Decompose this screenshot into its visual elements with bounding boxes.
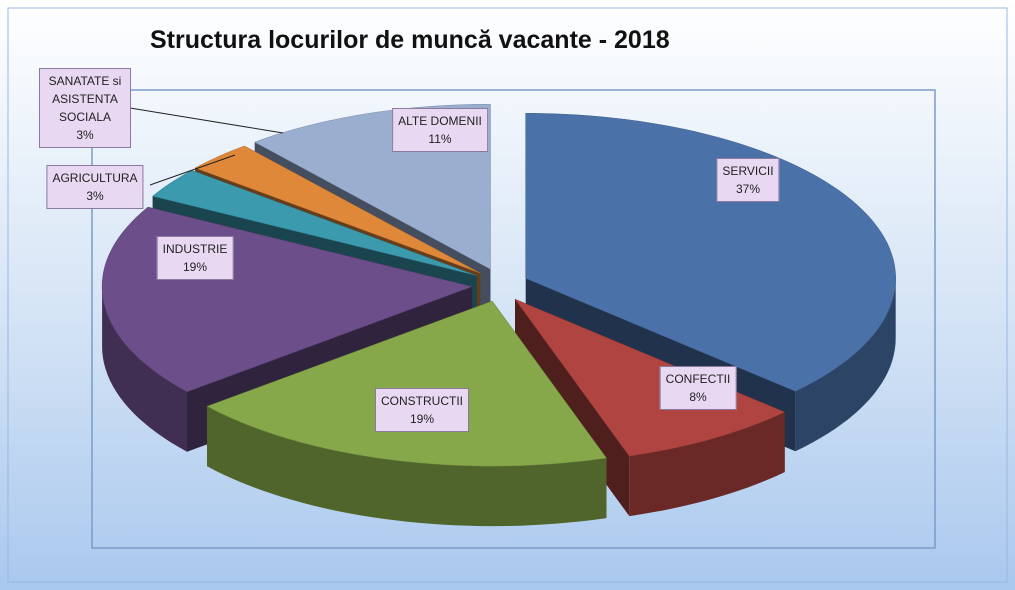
chart-title: Structura locurilor de muncă vacante - 2… [150, 26, 670, 54]
value-label: 8% [689, 390, 707, 404]
slice-edge [207, 406, 607, 527]
category-label: CONSTRUCTII [381, 394, 463, 408]
data-label: AGRICULTURA 3% [46, 165, 144, 209]
data-label: SANATATE si ASISTENTA SOCIALA 3% [39, 68, 131, 148]
slice-edge [629, 412, 785, 517]
slice [525, 113, 896, 392]
leader-line [149, 154, 236, 186]
value-label: 3% [86, 189, 104, 203]
data-label: INDUSTRIE 19% [156, 236, 234, 280]
slice [194, 145, 481, 274]
value-label: 19% [409, 412, 435, 426]
category-label: CONFECTII [665, 372, 731, 386]
data-label: ALTE DOMENII 11% [392, 108, 488, 152]
value-label: 3% [76, 128, 94, 142]
value-label: 19% [182, 260, 208, 274]
slice [152, 170, 477, 276]
value-label: 37% [735, 182, 761, 196]
value-label: 11% [428, 132, 452, 146]
data-label: SERVICII 37% [716, 158, 780, 202]
data-label: CONFECTII 8% [659, 366, 737, 410]
category-label: ALTE DOMENII [398, 114, 482, 128]
chart-border [7, 7, 1008, 583]
category-label: SANATATE si ASISTENTA SOCIALA [48, 74, 122, 124]
plot-area [91, 89, 936, 549]
data-label: CONSTRUCTII 19% [375, 388, 469, 432]
category-label: AGRICULTURA [52, 171, 138, 185]
slice [514, 298, 786, 457]
slice-edge [795, 278, 896, 452]
leader-line [129, 107, 284, 134]
slice-edge [102, 286, 187, 452]
slice [206, 300, 607, 467]
category-label: SERVICII [722, 164, 774, 178]
category-label: INDUSTRIE [162, 242, 228, 256]
